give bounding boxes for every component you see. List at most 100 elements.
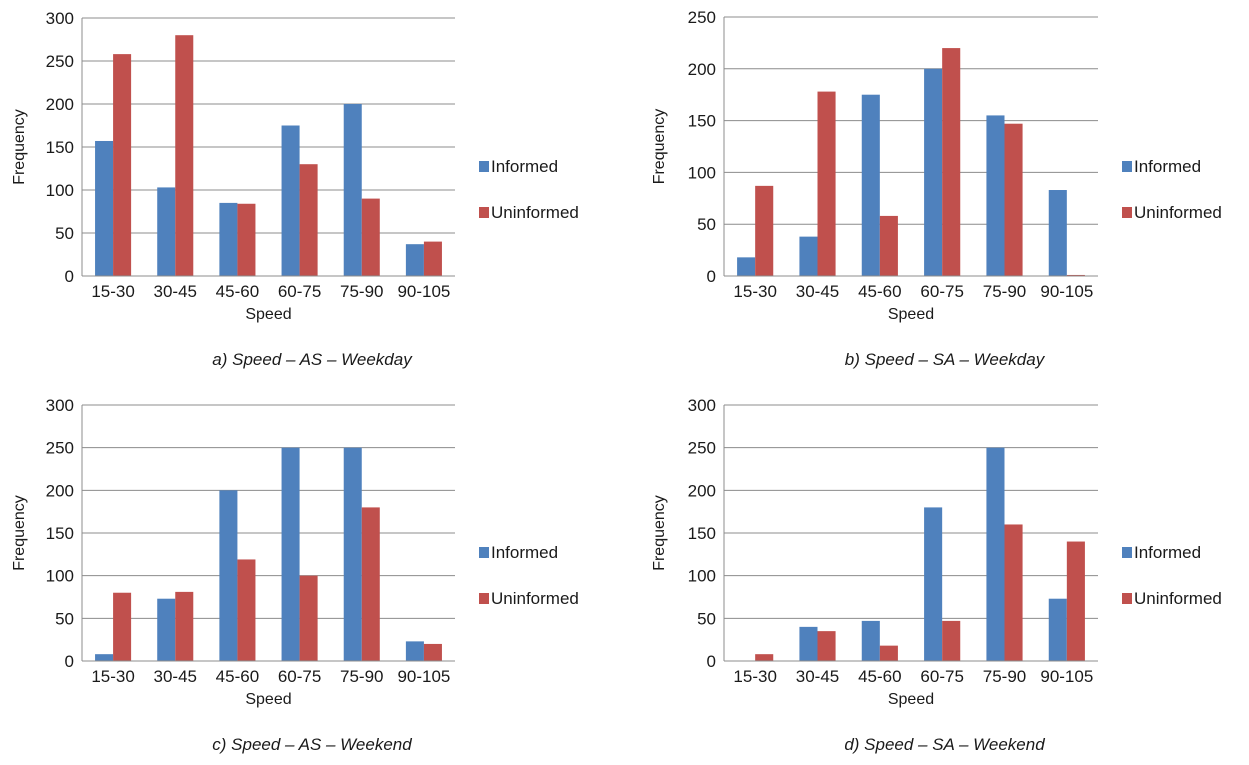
x-axis-title-b: Speed (888, 306, 934, 323)
y-tick-label-c-3: 150 (46, 524, 74, 543)
bar-d-informed-1 (799, 626, 818, 661)
bar-b-informed-3 (924, 68, 943, 276)
legend-swatch-c-uninformed (479, 593, 489, 604)
x-axis-title-a: Speed (245, 306, 291, 323)
y-tick-label-b-3: 150 (688, 112, 716, 131)
legend-swatch-b-informed (1122, 161, 1132, 172)
legend-swatch-d-informed (1122, 547, 1132, 558)
y-tick-label-d-0: 0 (707, 652, 716, 671)
bar-b-informed-1 (799, 236, 818, 276)
bar-d-informed-5 (1048, 598, 1067, 661)
bar-d-uninformed-3 (942, 620, 961, 661)
bar-b-uninformed-1 (817, 91, 836, 276)
x-axis-title-d: Speed (888, 691, 934, 708)
x-tick-label-b-3: 60-75 (920, 282, 963, 301)
x-tick-label-d-2: 45-60 (858, 667, 901, 686)
y-tick-label-c-5: 250 (46, 439, 74, 458)
x-tick-label-b-4: 75-90 (983, 282, 1026, 301)
bar-a-informed-3 (281, 125, 300, 276)
x-tick-label-a-1: 30-45 (154, 282, 197, 301)
bar-d-uninformed-4 (1004, 524, 1023, 661)
bar-chart-b: 0 50 100 150 200 250 15-30 30-45 45-60 60-75 75-90… (651, 8, 1222, 323)
y-tick-label-d-6: 300 (688, 396, 716, 415)
bar-c-uninformed-3 (299, 575, 318, 661)
chart-panel-c: 0 50 100 150 200 250 300 15-30 30-45 45-60 60-75 75… (0, 386, 624, 765)
y-tick-label-c-0: 0 (65, 652, 74, 671)
y-tick-label-b-4: 200 (688, 60, 716, 79)
bar-c-uninformed-0 (113, 592, 132, 661)
legend-label-d-uninformed: Uninformed (1134, 589, 1222, 608)
x-tick-label-a-3: 60-75 (278, 282, 321, 301)
x-tick-label-a-4: 75-90 (340, 282, 383, 301)
bar-b-uninformed-0 (755, 185, 774, 276)
legend-label-c-uninformed: Uninformed (491, 589, 579, 608)
bar-c-informed-0 (95, 654, 114, 661)
x-tick-label-c-2: 45-60 (216, 667, 259, 686)
bar-c-informed-5 (405, 641, 424, 661)
legend-label-b-uninformed: Uninformed (1134, 203, 1222, 222)
chart-panel-a: 0 50 100 150 200 250 300 15-30 30-45 45-60 60-75 75… (0, 0, 624, 379)
x-axis-title-c: Speed (245, 691, 291, 708)
y-tick-label-a-2: 100 (46, 181, 74, 200)
legend-swatch-d-uninformed (1122, 593, 1132, 604)
bar-d-uninformed-0 (755, 654, 774, 661)
y-tick-label-b-2: 100 (688, 163, 716, 182)
y-tick-label-d-4: 200 (688, 481, 716, 500)
y-axis-title-a: Frequency (11, 109, 28, 185)
legend-label-d-informed: Informed (1134, 543, 1201, 562)
bar-b-uninformed-5 (1066, 274, 1085, 276)
bar-a-uninformed-5 (423, 241, 442, 276)
y-tick-label-d-5: 250 (688, 439, 716, 458)
bar-d-informed-3 (924, 507, 943, 661)
x-tick-label-c-5: 90-105 (397, 667, 450, 686)
y-axis-title-d: Frequency (651, 495, 668, 571)
bar-d-informed-2 (861, 620, 880, 661)
bar-c-informed-2 (219, 490, 238, 661)
bar-chart-d: 0 50 100 150 200 250 300 15-30 30-45 45-60 60-75 75… (651, 396, 1222, 708)
bar-c-informed-3 (281, 447, 300, 661)
bar-a-uninformed-0 (113, 54, 132, 277)
legend-label-b-informed: Informed (1134, 157, 1201, 176)
y-tick-label-c-1: 50 (55, 609, 74, 628)
y-tick-label-d-1: 50 (697, 609, 716, 628)
bar-b-informed-0 (737, 257, 756, 276)
y-axis-title-b: Frequency (651, 109, 668, 185)
bar-a-informed-2 (219, 202, 238, 276)
chart-caption-a: a) Speed – AS – Weekday (212, 350, 412, 369)
y-tick-label-a-5: 250 (46, 52, 74, 71)
bar-a-uninformed-3 (299, 164, 318, 276)
bar-c-informed-4 (343, 447, 362, 661)
bar-a-uninformed-2 (237, 203, 256, 276)
bar-c-uninformed-5 (423, 643, 442, 661)
x-tick-label-c-3: 60-75 (278, 667, 321, 686)
y-tick-label-b-1: 50 (697, 215, 716, 234)
legend-label-a-informed: Informed (491, 157, 558, 176)
y-tick-label-a-4: 200 (46, 95, 74, 114)
bar-a-informed-1 (157, 187, 176, 276)
x-tick-label-b-2: 45-60 (858, 282, 901, 301)
legend-swatch-a-informed (479, 161, 489, 172)
x-tick-label-a-0: 15-30 (91, 282, 134, 301)
bar-b-informed-2 (861, 94, 880, 276)
bar-c-informed-1 (157, 598, 176, 661)
bar-a-uninformed-4 (361, 198, 380, 276)
x-tick-label-c-1: 30-45 (154, 667, 197, 686)
y-tick-label-a-3: 150 (46, 138, 74, 157)
x-tick-label-c-0: 15-30 (91, 667, 134, 686)
bar-b-uninformed-3 (942, 48, 961, 276)
bar-b-informed-5 (1048, 190, 1067, 276)
bar-a-informed-4 (343, 104, 362, 276)
chart-panel-b: 0 50 100 150 200 250 15-30 30-45 45-60 60-75 75-90… (640, 0, 1249, 379)
y-tick-label-c-6: 300 (46, 396, 74, 415)
x-tick-label-b-0: 15-30 (733, 282, 776, 301)
y-tick-label-d-3: 150 (688, 524, 716, 543)
x-tick-label-d-1: 30-45 (796, 667, 839, 686)
x-tick-label-a-2: 45-60 (216, 282, 259, 301)
y-tick-label-c-2: 100 (46, 567, 74, 586)
chart-panel-d: 0 50 100 150 200 250 300 15-30 30-45 45-60 60-75 75… (640, 386, 1249, 765)
x-tick-label-a-5: 90-105 (397, 282, 450, 301)
bar-chart-a: 0 50 100 150 200 250 300 15-30 30-45 45-60 60-75 75… (11, 9, 579, 323)
x-tick-label-d-0: 15-30 (733, 667, 776, 686)
y-tick-label-b-5: 250 (688, 8, 716, 27)
legend-swatch-c-informed (479, 547, 489, 558)
